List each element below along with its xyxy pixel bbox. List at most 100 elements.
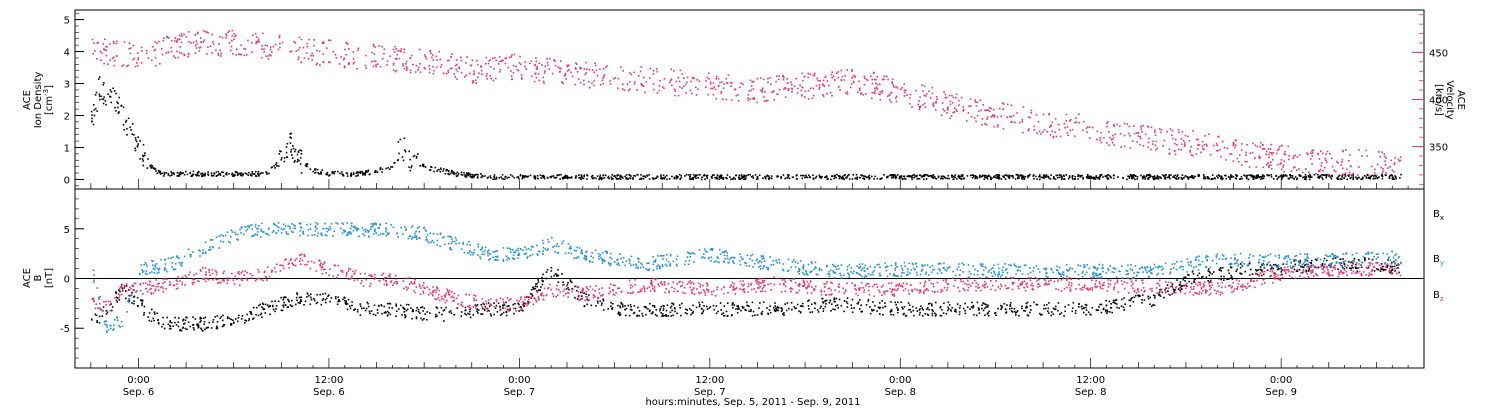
data-point	[183, 173, 186, 176]
data-point	[624, 175, 626, 178]
data-point	[1334, 257, 1337, 259]
data-point	[778, 89, 781, 91]
data-point	[269, 54, 271, 56]
data-point	[382, 233, 385, 235]
data-point	[913, 314, 915, 317]
data-point	[175, 263, 177, 265]
data-point	[986, 118, 988, 120]
data-point	[1282, 173, 1285, 176]
data-point	[681, 87, 683, 89]
data-point	[800, 305, 803, 307]
data-point	[403, 48, 406, 50]
data-point	[1369, 177, 1371, 180]
data-point	[403, 51, 405, 54]
data-point	[774, 302, 776, 304]
data-point	[627, 89, 630, 92]
data-point	[586, 178, 588, 180]
data-point	[946, 112, 948, 114]
data-point	[404, 150, 407, 153]
field-axis-title-line: B	[33, 274, 44, 281]
data-point	[1215, 149, 1218, 152]
data-point	[819, 307, 822, 309]
data-point	[1160, 177, 1162, 180]
data-point	[756, 258, 759, 261]
data-point	[1232, 144, 1234, 147]
data-point	[169, 324, 171, 327]
data-point	[1179, 283, 1181, 286]
data-point	[1288, 178, 1290, 180]
data-point	[411, 317, 413, 320]
data-point	[521, 309, 523, 312]
data-point	[306, 164, 308, 167]
data-point	[1106, 174, 1108, 177]
data-point	[719, 81, 721, 84]
data-point	[456, 171, 459, 174]
data-point	[788, 307, 790, 310]
data-point	[1391, 265, 1394, 268]
data-point	[1311, 155, 1313, 157]
data-point	[104, 100, 107, 102]
data-point	[1163, 139, 1166, 142]
data-point	[261, 302, 264, 305]
data-point	[499, 68, 502, 71]
data-point	[179, 329, 181, 332]
data-point	[939, 306, 941, 309]
data-point	[395, 303, 398, 306]
data-point	[249, 173, 252, 176]
data-point	[1112, 301, 1114, 304]
data-point	[503, 304, 506, 306]
data-point	[976, 176, 978, 178]
data-point	[622, 177, 624, 179]
data-point	[477, 76, 479, 78]
data-point	[595, 69, 598, 72]
data-point	[300, 61, 303, 64]
data-point	[1121, 298, 1123, 301]
data-point	[799, 305, 802, 307]
data-point	[1063, 315, 1065, 317]
data-point	[966, 306, 969, 308]
data-point	[337, 296, 339, 298]
data-point	[583, 174, 586, 176]
data-point	[471, 59, 474, 62]
data-point	[248, 318, 251, 320]
data-point	[346, 308, 349, 311]
velocity-axis-title-line: Velocity	[1444, 80, 1455, 119]
data-point	[1284, 151, 1286, 153]
data-point	[1298, 260, 1300, 263]
data-point	[432, 54, 434, 56]
data-point	[654, 313, 657, 316]
data-point	[186, 328, 188, 331]
data-point	[439, 245, 441, 247]
data-point	[830, 178, 832, 181]
data-point	[436, 239, 439, 242]
data-point	[653, 88, 655, 91]
data-point	[514, 307, 517, 310]
data-point	[519, 63, 522, 66]
data-point	[759, 265, 762, 267]
data-point	[930, 176, 933, 178]
data-point	[499, 306, 501, 308]
data-point	[895, 303, 897, 306]
data-point	[112, 87, 114, 90]
data-point	[846, 176, 849, 178]
data-point	[1235, 270, 1237, 273]
data-point	[1052, 176, 1055, 178]
data-point	[425, 57, 428, 60]
data-point	[184, 327, 187, 330]
data-point	[1027, 314, 1030, 317]
data-point	[182, 319, 184, 322]
data-point	[698, 80, 701, 83]
data-point	[323, 42, 325, 44]
data-point	[364, 172, 366, 174]
data-point	[501, 177, 503, 180]
data-point	[504, 176, 506, 178]
data-point	[645, 307, 647, 309]
data-point	[1336, 160, 1338, 163]
data-point	[316, 293, 318, 296]
data-point	[251, 171, 253, 173]
data-point	[1351, 262, 1354, 264]
data-point	[673, 70, 675, 72]
data-point	[254, 170, 257, 173]
data-point	[1389, 259, 1392, 262]
density-axis-title-line: Ion Density	[33, 72, 44, 129]
